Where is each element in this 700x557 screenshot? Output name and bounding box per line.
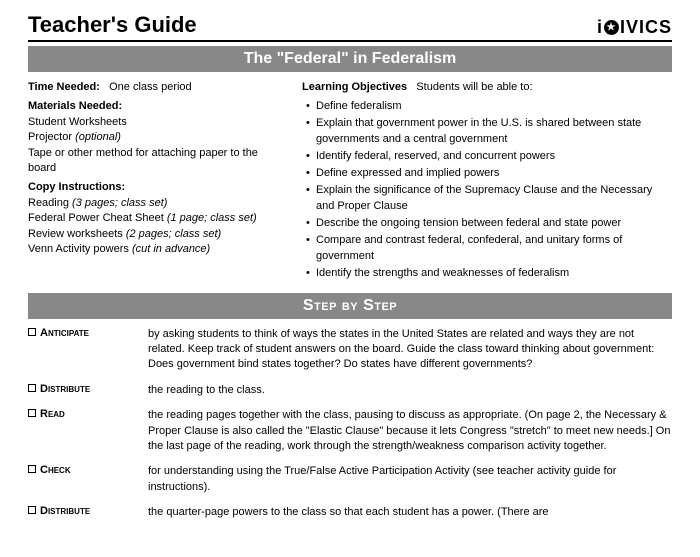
star-icon: ★ [604,20,619,35]
copy-ital: (1 page; class set) [167,212,257,224]
copy-item: Reading (3 pages; class set) [28,196,288,211]
step-label-text: Read [40,408,65,420]
copy-plain: Review worksheets [28,228,126,240]
step-row: Check for understanding using the True/F… [28,464,672,495]
copy-plain: Venn Activity powers [28,243,132,255]
time-label: Time Needed: [28,81,100,93]
materials-item: Tape or other method for attaching paper… [28,146,288,177]
step-label: Distribute [28,505,148,517]
step-body: the reading to the class. [148,383,672,398]
objectives-list: Define federalism Explain that governmen… [302,99,672,281]
step-row: Anticipate by asking students to think o… [28,327,672,373]
step-label-text: Distribute [40,383,90,395]
info-columns: Time Needed: One class period Materials … [28,80,672,283]
checkbox-icon [28,409,36,417]
objective-item: Identify the strengths and weaknesses of… [306,266,672,282]
objective-item: Explain that government power in the U.S… [306,116,672,148]
step-label-text: Anticipate [40,327,89,339]
copy-item: Review worksheets (2 pages; class set) [28,227,288,242]
materials-item: Student Worksheets [28,115,288,130]
copy-plain: Reading [28,197,72,209]
materials-block: Materials Needed: Student Worksheets Pro… [28,99,288,176]
step-label: Read [28,408,148,420]
copy-plain: Federal Power Cheat Sheet [28,212,167,224]
step-label-text: Distribute [40,505,90,517]
objective-item: Identify federal, reserved, and concurre… [306,149,672,165]
step-body: for understanding using the True/False A… [148,464,672,495]
objective-item: Describe the ongoing tension between fed… [306,216,672,232]
steps: Anticipate by asking students to think o… [28,327,672,521]
materials-plain: Projector [28,131,75,143]
header-row: Teacher's Guide i ★ IVICS [28,12,672,42]
materials-label: Materials Needed: [28,99,288,114]
objectives-label: Learning Objectives [302,81,407,93]
checkbox-icon [28,328,36,336]
copy-item: Federal Power Cheat Sheet (1 page; class… [28,211,288,226]
step-body: the reading pages together with the clas… [148,408,672,454]
page: Teacher's Guide i ★ IVICS The "Federal" … [0,0,700,543]
copy-ital: (3 pages; class set) [72,197,167,209]
checkbox-icon [28,465,36,473]
step-label: Check [28,464,148,476]
objective-item: Define expressed and implied powers [306,166,672,182]
lesson-title-banner: The "Federal" in Federalism [28,46,672,72]
step-row: Read the reading pages together with the… [28,408,672,454]
step-body: the quarter-page powers to the class so … [148,505,672,520]
step-label: Anticipate [28,327,148,339]
logo: i ★ IVICS [597,17,672,38]
objectives-tail-text: Students will be able to: [416,81,532,93]
logo-text: IVICS [620,17,672,38]
left-column: Time Needed: One class period Materials … [28,80,288,283]
materials-ital: (optional) [75,131,121,143]
objectives-header: Learning Objectives Students will be abl… [302,80,672,95]
step-banner: Step by Step [28,293,672,319]
objective-item: Compare and contrast federal, confederal… [306,233,672,265]
copy-block: Copy Instructions: Reading (3 pages; cla… [28,180,288,257]
copy-ital: (cut in advance) [132,243,210,255]
copy-label: Copy Instructions: [28,180,288,195]
checkbox-icon [28,384,36,392]
objective-item: Define federalism [306,99,672,115]
copy-ital: (2 pages; class set) [126,228,221,240]
materials-item: Projector (optional) [28,130,288,145]
step-row: Distribute the quarter-page powers to th… [28,505,672,520]
copy-item: Venn Activity powers (cut in advance) [28,242,288,257]
checkbox-icon [28,506,36,514]
step-body: by asking students to think of ways the … [148,327,672,373]
objective-item: Explain the significance of the Supremac… [306,183,672,215]
time-value-text: One class period [109,81,192,93]
step-label-text: Check [40,464,71,476]
logo-prefix: i [597,17,603,38]
step-row: Distribute the reading to the class. [28,383,672,398]
step-label: Distribute [28,383,148,395]
time-block: Time Needed: One class period [28,80,288,95]
right-column: Learning Objectives Students will be abl… [302,80,672,283]
page-title: Teacher's Guide [28,12,197,38]
